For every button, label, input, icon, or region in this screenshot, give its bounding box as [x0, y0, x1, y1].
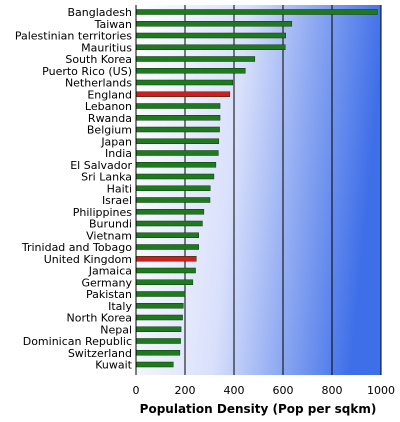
bar-japan: [135, 138, 220, 144]
bar-netherlands: [135, 79, 234, 86]
x-tick-label-0: 0: [133, 384, 140, 397]
category-label-japan: Japan: [100, 135, 132, 148]
bar-palestinian-territories: [135, 32, 286, 39]
bar-pakistan: [135, 291, 186, 297]
bar-nepal: [135, 326, 182, 332]
category-label-palestinian-territories: Palestinian territories: [15, 30, 132, 43]
bar-italy: [135, 303, 184, 309]
bar-switzerland: [135, 350, 181, 356]
bar-north-korea: [135, 314, 183, 321]
category-label-united-kingdom: United Kingdom: [44, 253, 132, 266]
category-label-dominican-republic: Dominican Republic: [23, 335, 132, 348]
gridlines: [184, 5, 382, 375]
x-tick-label-1000: 1000: [367, 384, 395, 397]
category-label-england: England: [87, 88, 132, 101]
category-label-jamaica: Jamaica: [88, 265, 132, 278]
category-label-italy: Italy: [108, 300, 132, 313]
bar-united-kingdom: [135, 256, 197, 262]
category-label-north-korea: North Korea: [67, 312, 132, 325]
bar-belgium: [135, 126, 220, 133]
category-label-belgium: Belgium: [87, 124, 132, 137]
bar-lebanon: [135, 103, 221, 109]
category-label-trinidad-and-tobago: Trinidad and Tobago: [21, 241, 132, 254]
bar-rwanda: [135, 115, 221, 121]
category-label-kuwait: Kuwait: [95, 359, 132, 372]
bar-vietnam: [135, 232, 199, 238]
category-label-germany: Germany: [81, 276, 132, 289]
category-label-haiti: Haiti: [107, 182, 132, 195]
bar-burundi: [135, 220, 203, 227]
bar-dominican-republic: [135, 338, 181, 344]
category-label-bangladesh: Bangladesh: [68, 6, 133, 19]
category-label-nepal: Nepal: [100, 323, 132, 336]
category-label-lebanon: Lebanon: [85, 100, 132, 113]
x-tick-label-600: 600: [273, 384, 294, 397]
category-label-india: India: [105, 147, 132, 160]
category-label-israel: Israel: [102, 194, 132, 207]
bar-israel: [135, 197, 211, 203]
category-label-vietnam: Vietnam: [86, 229, 132, 242]
x-tick-label-200: 200: [175, 384, 196, 397]
bar-germany: [135, 279, 194, 285]
category-label-el-salvador: El Salvador: [70, 159, 132, 172]
bar-puerto-rico-us: [135, 68, 246, 74]
category-label-mauritius: Mauritius: [81, 41, 132, 54]
bar-bangladesh: [135, 9, 378, 15]
bar-taiwan: [135, 21, 293, 27]
bar-jamaica: [135, 267, 196, 274]
category-label-puerto-rico-us: Puerto Rico (US): [42, 65, 132, 78]
bar-philippines: [135, 209, 205, 215]
bar-haiti: [135, 185, 211, 191]
category-label-netherlands: Netherlands: [65, 77, 132, 90]
bar-england: [135, 91, 231, 97]
bars: [135, 9, 378, 368]
category-label-switzerland: Switzerland: [68, 347, 132, 360]
x-axis-title: Population Density (Pop per sqkm): [140, 402, 377, 416]
bar-el-salvador: [135, 162, 217, 168]
category-label-pakistan: Pakistan: [86, 288, 132, 301]
bar-india: [135, 150, 219, 156]
category-label-taiwan: Taiwan: [94, 18, 132, 31]
bar-trinidad-and-tobago: [135, 244, 199, 250]
category-label-south-korea: South Korea: [65, 53, 132, 66]
bar-south-korea: [135, 56, 256, 62]
bar-kuwait: [135, 361, 174, 368]
x-tick-labels: 0 200 400 600 800 1000: [133, 384, 396, 397]
category-label-burundi: Burundi: [89, 218, 132, 231]
category-label-sri-lanka: Sri Lanka: [81, 171, 132, 184]
category-label-philippines: Philippines: [73, 206, 133, 219]
category-label-rwanda: Rwanda: [88, 112, 132, 125]
bar-mauritius: [135, 44, 286, 50]
x-tick-label-800: 800: [322, 384, 343, 397]
x-tick-label-400: 400: [224, 384, 245, 397]
bar-sri-lanka: [135, 173, 215, 180]
